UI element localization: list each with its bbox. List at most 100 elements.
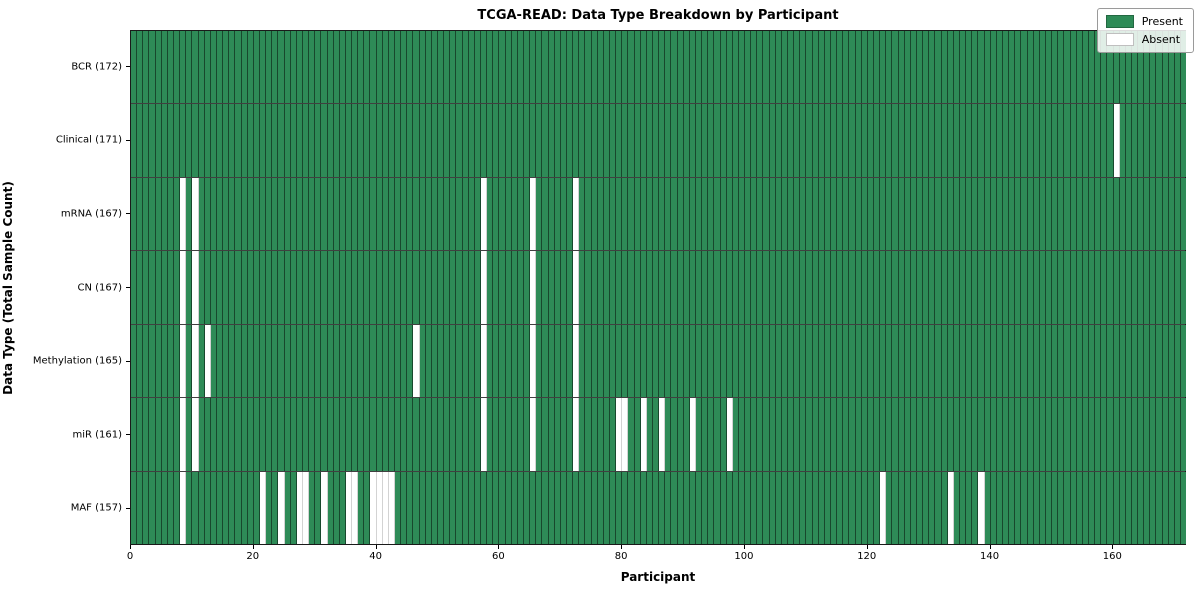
heatmap-cell xyxy=(959,31,967,104)
heatmap-cell xyxy=(1138,177,1145,251)
y-tick-label: Clinical (171) xyxy=(55,134,122,146)
heatmap-cell xyxy=(1070,398,1077,471)
heatmap-cell xyxy=(910,104,917,177)
heatmap-cell xyxy=(161,251,168,324)
heatmap-cell xyxy=(959,471,967,544)
heatmap-cell xyxy=(198,324,205,398)
heatmap-cell xyxy=(413,324,420,398)
heatmap-cell xyxy=(695,324,703,398)
heatmap-cell xyxy=(345,104,353,177)
heatmap-cell xyxy=(198,251,205,324)
heatmap-cell xyxy=(579,324,586,398)
heatmap-cell xyxy=(345,398,353,471)
heatmap-cell xyxy=(456,471,463,544)
x-tick-mark xyxy=(621,545,623,549)
heatmap-cell xyxy=(1015,398,1022,471)
heatmap-cell xyxy=(745,398,752,471)
heatmap-cell xyxy=(321,251,328,324)
heatmap-cell xyxy=(548,324,555,398)
heatmap-cell xyxy=(296,104,303,177)
heatmap-cell xyxy=(720,177,727,251)
heatmap-cell xyxy=(223,398,230,471)
heatmap-row-BCR xyxy=(131,31,1187,105)
heatmap-cell xyxy=(1162,471,1169,544)
heatmap-cell xyxy=(517,104,524,177)
heatmap-cell xyxy=(597,251,604,324)
heatmap-cell xyxy=(259,104,267,177)
heatmap-cell xyxy=(1052,398,1059,471)
heatmap-cell xyxy=(1082,31,1089,104)
heatmap-cell xyxy=(1058,251,1065,324)
heatmap-cell xyxy=(468,471,475,544)
x-tick-label: 80 xyxy=(614,551,628,562)
heatmap-cell xyxy=(843,177,850,251)
heatmap-cell xyxy=(302,398,310,471)
heatmap-cell xyxy=(137,324,144,398)
heatmap-cell xyxy=(622,398,629,471)
heatmap-cell xyxy=(505,31,512,104)
heatmap-cell xyxy=(210,31,217,104)
heatmap-cell xyxy=(824,398,832,471)
heatmap-cell xyxy=(990,177,997,251)
heatmap-cell xyxy=(622,104,629,177)
heatmap-cell xyxy=(296,31,303,104)
heatmap-cell xyxy=(732,251,739,324)
heatmap-cell xyxy=(566,398,574,471)
heatmap-cell xyxy=(1113,251,1120,324)
heatmap-cell xyxy=(517,398,524,471)
heatmap-cell xyxy=(309,251,316,324)
heatmap-cell xyxy=(1131,104,1139,177)
heatmap-cell xyxy=(972,471,979,544)
heatmap-cell xyxy=(1015,104,1022,177)
heatmap-cell xyxy=(616,324,623,398)
heatmap-cell xyxy=(450,398,457,471)
heatmap-cell xyxy=(1039,31,1046,104)
heatmap-cell xyxy=(1002,251,1010,324)
heatmap-cell xyxy=(855,398,862,471)
heatmap-cell xyxy=(180,398,187,471)
heatmap-cell xyxy=(1156,104,1163,177)
heatmap-cell xyxy=(652,31,660,104)
heatmap-cell xyxy=(794,471,801,544)
heatmap-cell xyxy=(493,104,500,177)
heatmap-cell xyxy=(259,324,267,398)
heatmap-cell xyxy=(462,324,469,398)
heatmap-cell xyxy=(566,104,574,177)
heatmap-cell xyxy=(1125,31,1132,104)
heatmap-cell xyxy=(505,398,512,471)
heatmap-cell xyxy=(425,31,432,104)
heatmap-cell xyxy=(1021,324,1028,398)
heatmap-cell xyxy=(1125,398,1132,471)
legend-label-absent: Absent xyxy=(1141,33,1181,46)
heatmap-cell xyxy=(167,177,174,251)
heatmap-cell xyxy=(806,398,813,471)
heatmap-cell xyxy=(616,471,623,544)
heatmap-cell xyxy=(1119,471,1126,544)
heatmap-cell xyxy=(585,104,592,177)
heatmap-cell xyxy=(364,177,371,251)
heatmap-cell xyxy=(1131,31,1139,104)
heatmap-cell xyxy=(579,251,586,324)
heatmap-cell xyxy=(781,324,789,398)
heatmap-cell xyxy=(609,251,617,324)
heatmap-cell xyxy=(775,31,782,104)
heatmap-cell xyxy=(309,104,316,177)
heatmap-cell xyxy=(370,251,377,324)
heatmap-cell xyxy=(198,104,205,177)
heatmap-cell xyxy=(665,31,672,104)
heatmap-cell xyxy=(683,324,690,398)
heatmap-cell xyxy=(726,31,733,104)
heatmap-cell xyxy=(302,251,310,324)
heatmap-cell xyxy=(880,177,887,251)
heatmap-cell xyxy=(990,324,997,398)
heatmap-cell xyxy=(579,177,586,251)
heatmap-cell xyxy=(646,251,653,324)
heatmap-cell xyxy=(137,398,144,471)
heatmap-cell xyxy=(1138,104,1145,177)
heatmap-cell xyxy=(272,398,279,471)
heatmap-cell xyxy=(137,471,144,544)
heatmap-cell xyxy=(775,251,782,324)
heatmap-cell xyxy=(167,471,174,544)
heatmap-cell xyxy=(1131,177,1139,251)
heatmap-cell xyxy=(487,251,494,324)
